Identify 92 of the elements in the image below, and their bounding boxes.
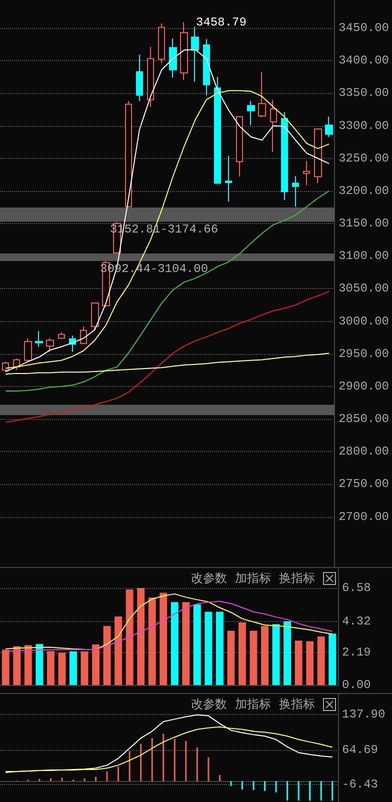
y-tick-label: 3350.00 xyxy=(338,86,390,100)
candlestick xyxy=(314,128,322,184)
bar xyxy=(261,626,268,685)
candlestick xyxy=(46,338,54,352)
line-series xyxy=(5,600,333,652)
candlestick xyxy=(247,100,255,126)
candlestick xyxy=(258,71,266,118)
y-tick-label: 4.32 xyxy=(342,614,371,628)
candlestick xyxy=(214,76,221,184)
bar xyxy=(103,626,111,685)
y-tick-label: 6.58 xyxy=(342,581,371,596)
bar xyxy=(284,621,292,685)
bar xyxy=(137,588,145,685)
bar xyxy=(250,630,258,685)
candlestick xyxy=(80,326,87,344)
bar xyxy=(70,651,77,685)
candlestick xyxy=(203,38,210,96)
candlestick xyxy=(191,26,199,82)
bar xyxy=(58,652,66,685)
annotation: 加指标 xyxy=(235,570,271,587)
candlestick xyxy=(292,175,299,208)
y-tick-label: 3050.00 xyxy=(338,282,390,296)
line-series xyxy=(5,726,333,773)
y-tick-label: 2750.00 xyxy=(338,477,390,492)
candlestick xyxy=(2,361,9,373)
bar xyxy=(227,630,235,685)
y-tick-label: 3150.00 xyxy=(338,216,390,231)
bar xyxy=(36,644,44,685)
bar xyxy=(2,650,10,685)
candlestick xyxy=(147,46,154,108)
bar xyxy=(193,604,201,685)
bar xyxy=(148,597,156,685)
annotation: 改参数 xyxy=(191,570,227,587)
y-tick-label: 0.00 xyxy=(342,678,371,692)
y-tick-label: 2950.00 xyxy=(338,346,390,361)
y-tick-label: 2700.00 xyxy=(338,510,390,524)
annotation: 3458.79 xyxy=(196,15,246,30)
y-tick-label: 2900.00 xyxy=(338,379,390,394)
candlestick xyxy=(158,22,165,64)
candlestick xyxy=(180,22,188,81)
annotation: 换指标 xyxy=(279,570,315,587)
candlestick xyxy=(91,302,99,331)
y-tick-label: 3200.00 xyxy=(338,184,390,198)
candlestick xyxy=(58,332,65,340)
y-tick-label: 3250.00 xyxy=(338,151,390,166)
y-tick-label: 137.90 xyxy=(342,707,386,722)
y-tick-label: 3450.00 xyxy=(338,21,390,36)
annotation: 加指标 xyxy=(235,696,271,713)
bar xyxy=(317,636,325,685)
bar xyxy=(182,602,190,685)
bar xyxy=(328,634,336,685)
candlestick xyxy=(136,54,143,102)
candlestick xyxy=(303,160,310,186)
bar xyxy=(170,602,178,685)
bar xyxy=(306,641,314,685)
candlestick xyxy=(281,112,288,201)
line-series xyxy=(5,352,330,375)
candlestick xyxy=(236,116,243,178)
bar xyxy=(46,651,54,685)
bar xyxy=(92,644,100,685)
bar xyxy=(294,640,302,685)
line-series xyxy=(5,190,330,392)
bar xyxy=(272,624,280,685)
y-tick-label: 2800.00 xyxy=(338,444,390,459)
y-tick-label: 3100.00 xyxy=(338,249,390,264)
bar xyxy=(216,612,224,685)
annotation: 换指标 xyxy=(279,696,315,713)
line-series xyxy=(5,593,333,650)
bar xyxy=(24,645,32,685)
y-tick-label: 64.69 xyxy=(342,742,378,757)
bar xyxy=(238,622,246,685)
bar xyxy=(80,651,88,685)
annotation: 改参数 xyxy=(191,696,227,713)
y-tick-label: -6.43 xyxy=(342,777,378,792)
y-tick-label: 2.19 xyxy=(342,646,371,660)
bar xyxy=(126,590,134,685)
bar xyxy=(13,646,21,685)
y-tick-label: 3300.00 xyxy=(338,118,390,133)
y-tick-label: 3000.00 xyxy=(338,314,390,328)
bar xyxy=(114,616,122,685)
candlestick xyxy=(24,338,32,362)
bar xyxy=(204,612,212,685)
candlestick xyxy=(270,99,277,152)
y-tick-label: 2850.00 xyxy=(338,412,390,426)
bar xyxy=(160,592,168,685)
candlestick xyxy=(325,116,333,138)
y-tick-label: 3400.00 xyxy=(338,54,390,68)
candlestick xyxy=(35,330,43,348)
candlestick xyxy=(169,38,177,78)
candlestick xyxy=(225,155,232,202)
candlestick xyxy=(125,100,132,208)
line-series xyxy=(5,290,330,423)
